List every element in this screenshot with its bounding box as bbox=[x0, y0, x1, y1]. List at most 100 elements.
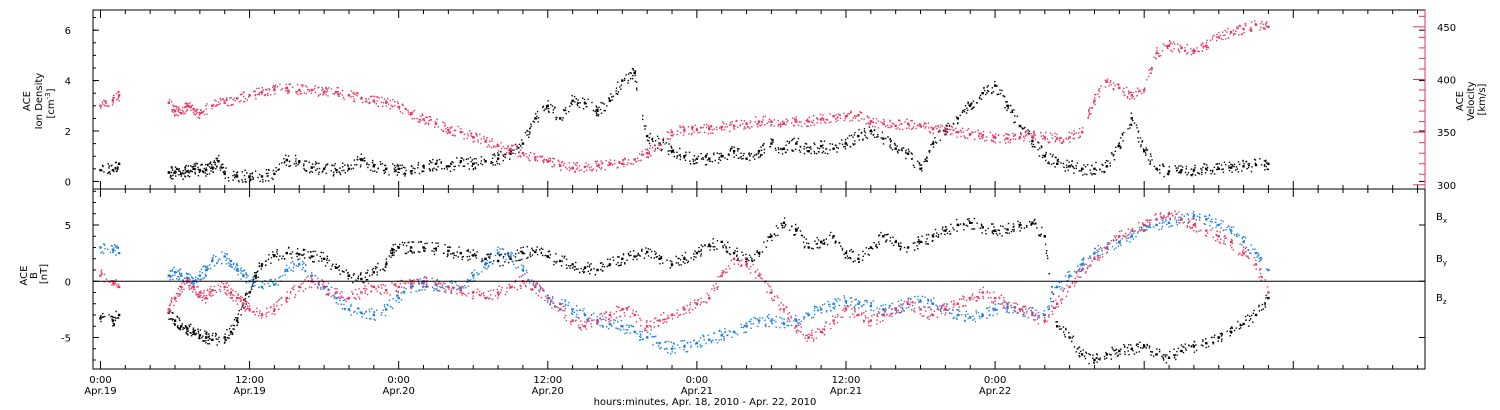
bx-series-sample bbox=[756, 251, 758, 253]
by-series-sample bbox=[752, 323, 754, 325]
bx-series-sample bbox=[230, 325, 232, 327]
velocity-series-sample bbox=[337, 90, 339, 93]
bx-series-sample bbox=[795, 223, 797, 226]
ion-density-series-sample bbox=[384, 164, 386, 167]
ion-density-series-sample bbox=[1101, 163, 1103, 166]
ion-density-series-sample bbox=[210, 170, 212, 172]
by-series-sample bbox=[642, 338, 644, 340]
ion-density-series-sample bbox=[498, 153, 500, 156]
by-series-sample bbox=[855, 298, 857, 301]
ion-density-series-sample bbox=[809, 146, 812, 148]
velocity-series-sample bbox=[719, 127, 721, 129]
ion-density-series-sample bbox=[817, 147, 819, 149]
bx-series-sample bbox=[174, 324, 176, 326]
velocity-series-sample bbox=[314, 87, 316, 89]
bx-series-point bbox=[596, 268, 599, 272]
ion-density-series-sample bbox=[388, 174, 390, 176]
bx-series-sample bbox=[893, 244, 895, 247]
bx-series-sample bbox=[684, 251, 687, 254]
ion-density-series-sample bbox=[793, 137, 795, 140]
by-series-sample bbox=[710, 340, 713, 342]
by-series-point bbox=[235, 268, 239, 272]
bx-series-sample bbox=[843, 253, 845, 255]
by-series-point bbox=[472, 274, 475, 277]
bx-series-sample bbox=[256, 271, 258, 273]
ion-density-series-sample bbox=[598, 106, 600, 109]
ion-density-series-point bbox=[521, 142, 525, 145]
ion-density-series-point bbox=[1205, 167, 1208, 170]
ion-density-series-sample bbox=[179, 171, 182, 174]
by-series-sample bbox=[114, 250, 116, 252]
bx-series-sample bbox=[522, 246, 524, 248]
by-series-sample bbox=[113, 247, 115, 249]
bx-series-sample bbox=[871, 247, 873, 249]
by-series-sample bbox=[620, 325, 622, 327]
bx-series-sample bbox=[1177, 347, 1179, 350]
ion-density-series-sample bbox=[1206, 164, 1208, 166]
velocity-series-sample bbox=[220, 99, 222, 101]
ion-density-series-sample bbox=[1068, 161, 1070, 163]
velocity-series-sample bbox=[986, 136, 988, 138]
by-series-sample bbox=[343, 303, 345, 306]
ion-density-series-sample bbox=[1204, 172, 1207, 174]
ion-density-series-sample bbox=[382, 169, 385, 172]
ion-density-series-sample bbox=[194, 164, 197, 166]
velocity-series-sample bbox=[795, 121, 798, 123]
bx-series-sample bbox=[700, 253, 702, 255]
ion-density-series-sample bbox=[1177, 167, 1179, 169]
bx-series-sample bbox=[573, 269, 576, 271]
bx-series-sample bbox=[903, 246, 906, 249]
velocity-series-sample bbox=[1143, 91, 1145, 94]
ion-density-series-sample bbox=[620, 84, 623, 86]
velocity-series-sample bbox=[692, 126, 694, 128]
bx-series-point bbox=[1167, 356, 1171, 359]
bx-series-sample bbox=[1095, 357, 1097, 359]
velocity-series-point bbox=[117, 94, 121, 97]
ion-density-series-sample bbox=[1217, 166, 1219, 168]
bx-series-sample bbox=[1248, 325, 1250, 327]
ion-density-series-sample bbox=[803, 148, 805, 150]
velocity-series-sample bbox=[676, 130, 679, 132]
velocity-series-sample bbox=[240, 100, 242, 102]
bx-series-sample bbox=[862, 250, 864, 253]
velocity-series-sample bbox=[421, 113, 424, 115]
bx-series-sample bbox=[963, 229, 965, 231]
bx-series-sample bbox=[781, 227, 784, 229]
ion-density-series-sample bbox=[1265, 159, 1267, 162]
velocity-series-sample bbox=[798, 121, 800, 123]
velocity-series-sample bbox=[412, 111, 414, 113]
by-series-sample bbox=[865, 299, 867, 302]
bx-series-sample bbox=[1264, 302, 1266, 305]
by-series-sample bbox=[172, 275, 174, 277]
velocity-series-sample bbox=[901, 128, 904, 131]
by-series-sample bbox=[629, 332, 631, 334]
ion-density-series-sample bbox=[1216, 163, 1219, 165]
velocity-series-sample bbox=[967, 128, 970, 130]
bx-series-sample bbox=[995, 230, 997, 233]
ion-density-series-sample bbox=[546, 107, 548, 109]
by-series-sample bbox=[388, 299, 391, 301]
velocity-series-sample bbox=[341, 94, 344, 96]
velocity-series-sample bbox=[807, 118, 809, 120]
ion-density-series-sample bbox=[366, 162, 368, 164]
bx-series-sample bbox=[409, 250, 411, 252]
ion-density-series-sample bbox=[1129, 124, 1131, 126]
ion-density-series-sample bbox=[780, 147, 782, 150]
by-series-sample bbox=[593, 319, 595, 321]
ion-density-series-sample bbox=[265, 172, 268, 175]
velocity-series-sample bbox=[413, 109, 416, 112]
ion-density-series-sample bbox=[726, 158, 729, 160]
by-series-point bbox=[496, 251, 500, 255]
by-series-sample bbox=[373, 310, 375, 313]
bx-series-point bbox=[732, 251, 736, 255]
by-series-sample bbox=[690, 344, 692, 347]
bx-series-sample bbox=[999, 232, 1001, 235]
by-series-sample bbox=[641, 331, 643, 333]
bx-series-sample bbox=[963, 223, 965, 226]
ion-density-series-sample bbox=[504, 156, 506, 159]
ion-density-series-sample bbox=[967, 101, 969, 103]
ion-density-series-sample bbox=[919, 164, 921, 166]
velocity-series-sample bbox=[181, 109, 184, 111]
velocity-series-sample bbox=[970, 134, 972, 136]
ion-density-series-sample bbox=[711, 161, 713, 163]
